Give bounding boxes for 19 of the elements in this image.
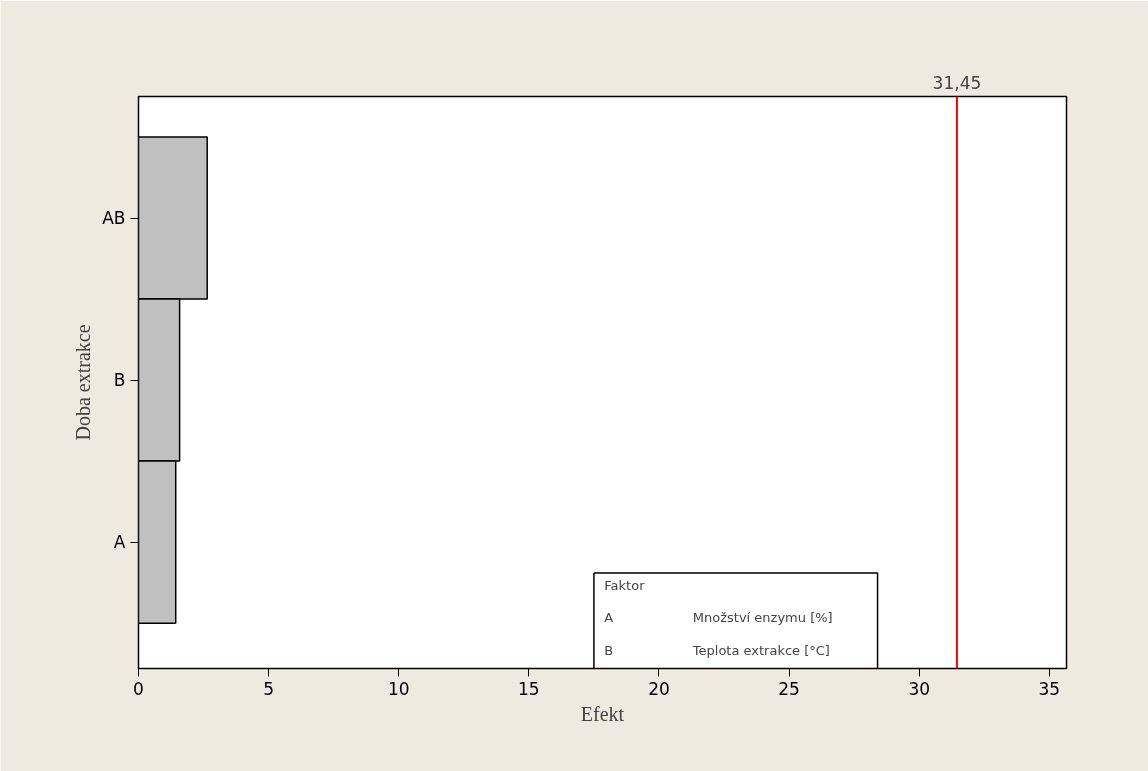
annotation: Množství enzymu [%] <box>692 610 833 626</box>
annotation: B <box>604 642 614 658</box>
x-tick-label: 15 <box>518 678 540 699</box>
ref-line-label: 31,45 <box>932 72 982 93</box>
annotation: Faktor <box>604 577 646 593</box>
x-tick-label: 25 <box>778 678 800 699</box>
annotation: A <box>604 610 614 626</box>
x-tick-label: 10 <box>387 678 410 699</box>
y-tick-label: B <box>113 370 126 391</box>
y-axis-title: Doba extrakce <box>72 324 95 441</box>
y-tick-label: AB <box>102 208 126 229</box>
x-tick-label: 20 <box>648 678 670 699</box>
annotation: Teplota extrakce [°C] <box>691 642 830 658</box>
x-tick-label: 0 <box>133 678 144 699</box>
x-axis-title: Efekt <box>580 702 625 725</box>
y-tick-label: A <box>113 532 126 553</box>
x-tick-label: 30 <box>908 678 931 699</box>
x-tick-label: 35 <box>1038 678 1061 699</box>
x-tick-label: 5 <box>263 678 275 699</box>
